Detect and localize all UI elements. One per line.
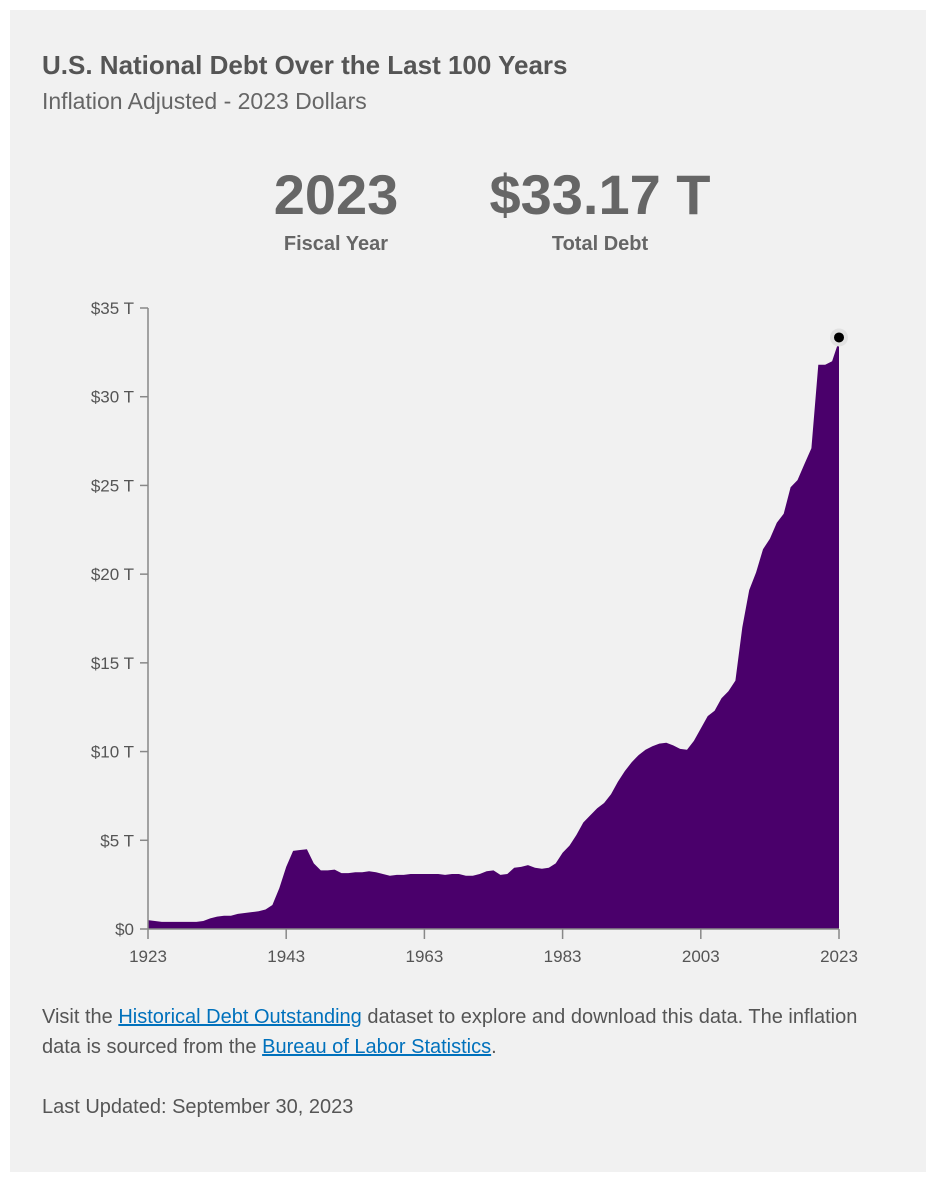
y-tick-label: $10 T <box>91 743 134 762</box>
historical-debt-link[interactable]: Historical Debt Outstanding <box>118 1006 362 1028</box>
note-text: Visit the <box>42 1006 119 1028</box>
total-debt-value: $33.17 T <box>489 163 711 226</box>
x-tick-label: 1943 <box>267 947 305 966</box>
y-tick-label: $0 <box>115 920 134 939</box>
fiscal-year-value: 2023 <box>273 163 399 226</box>
note-text: . <box>491 1036 497 1058</box>
x-tick-label: 1923 <box>129 947 167 966</box>
y-tick-label: $15 T <box>91 654 134 673</box>
debt-area <box>148 340 839 929</box>
debt-area-chart[interactable]: $0 $5 T $10 T $15 T $20 T $25 T $30 T $35 T 1923… <box>0 0 942 1000</box>
total-debt-stat: $33.17 T Total Debt <box>470 160 730 258</box>
highlight-marker <box>834 332 844 343</box>
note-text: dataset to explore and download this dat… <box>42 1006 858 1058</box>
last-updated: Last Updated: September 30, 2023 <box>42 1096 354 1118</box>
y-tick-label: $30 T <box>91 388 134 407</box>
y-tick-label: $25 T <box>91 476 134 495</box>
bls-link[interactable]: Bureau of Labor Statistics <box>262 1036 492 1058</box>
source-note: Visit the Historical Debt Outstanding da… <box>42 1002 882 1062</box>
x-tick-label: 1963 <box>405 947 443 966</box>
chart-subtitle: Inflation Adjusted - 2023 Dollars <box>42 88 367 114</box>
x-tick-label: 2003 <box>682 947 720 966</box>
x-tick-label: 2023 <box>820 947 858 966</box>
y-tick-label: $35 T <box>91 299 134 318</box>
fiscal-year-label: Fiscal Year <box>283 233 389 255</box>
y-tick-label: $20 T <box>91 565 134 584</box>
chart-title: U.S. National Debt Over the Last 100 Yea… <box>42 50 568 80</box>
total-debt-label: Total Debt <box>551 233 649 255</box>
y-tick-label: $5 T <box>100 831 134 850</box>
x-tick-label: 1983 <box>544 947 582 966</box>
fiscal-year-stat: 2023 Fiscal Year <box>256 160 416 258</box>
